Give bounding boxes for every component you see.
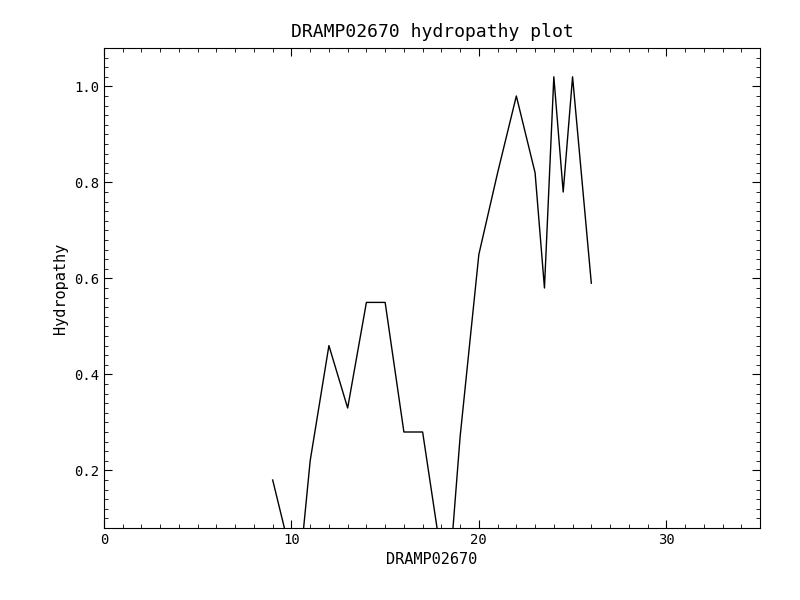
- Title: DRAMP02670 hydropathy plot: DRAMP02670 hydropathy plot: [290, 23, 574, 41]
- Y-axis label: Hydropathy: Hydropathy: [54, 242, 69, 334]
- X-axis label: DRAMP02670: DRAMP02670: [386, 553, 478, 568]
